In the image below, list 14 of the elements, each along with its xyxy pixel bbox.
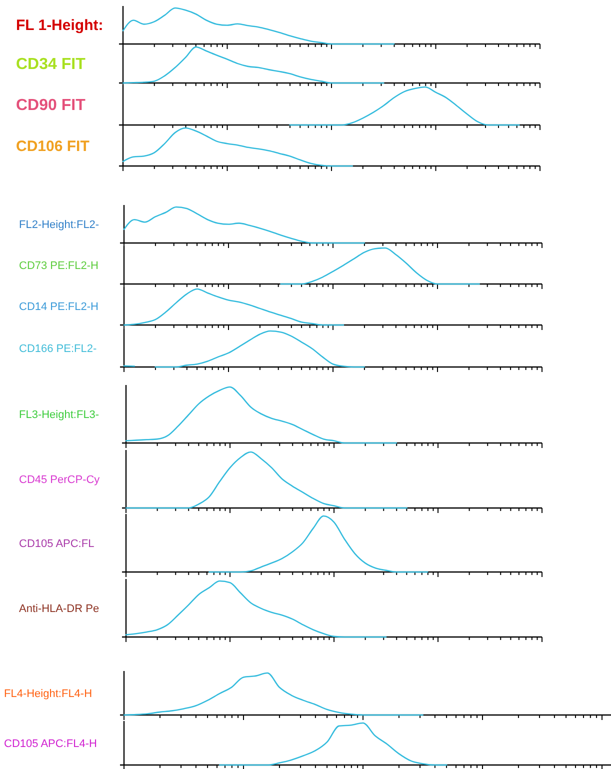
y-axis-title: CD73 PE:FL2-H [19, 260, 99, 272]
y-axis-title: CD90 FIT [16, 97, 86, 114]
y-axis-title: CD166 PE:FL2- [19, 342, 97, 355]
y-axis-title: CD45 PerCP-Cy [19, 474, 100, 486]
y-axis-title: FL 1-Height: [16, 16, 104, 34]
y-axis-title: CD105 APC:FL4-H [4, 738, 97, 750]
y-axis-title: FL2-Height:FL2- [19, 218, 100, 231]
y-axis-title: CD106 FIT [16, 138, 90, 155]
y-axis-title: CD34 FIT [16, 56, 86, 74]
y-axis-title: CD105 APC:FL [19, 538, 94, 550]
y-axis-title: FL3-Height:FL3- [19, 408, 100, 421]
y-axis-title: FL4-Height:FL4-H [4, 688, 92, 700]
y-axis-title: Anti-HLA-DR Pe [19, 602, 100, 615]
y-axis-title: CD14 PE:FL2-H [19, 300, 99, 313]
